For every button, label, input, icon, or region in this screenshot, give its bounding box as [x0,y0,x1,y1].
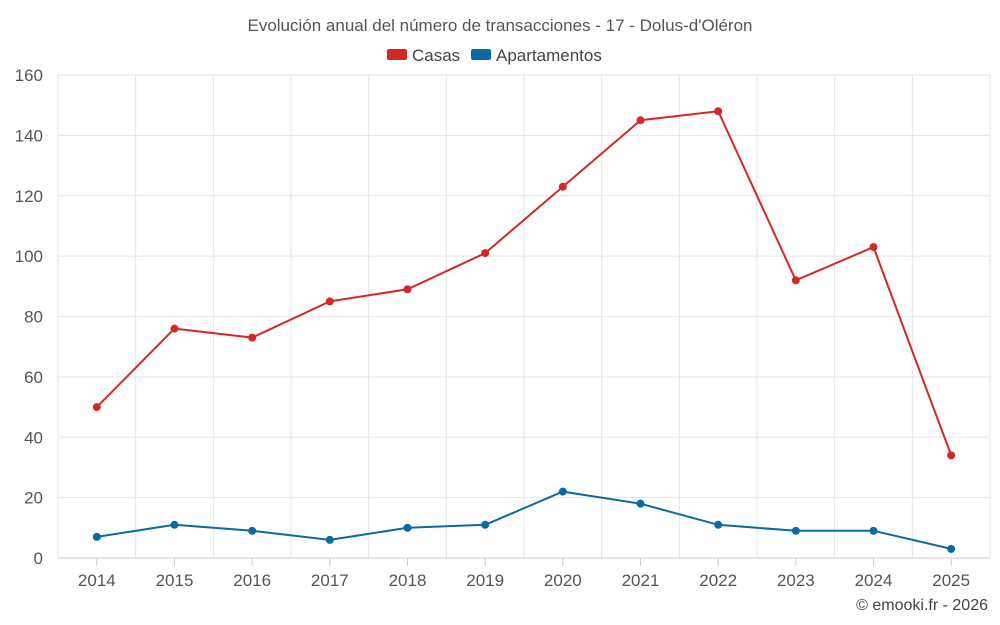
x-tick-label: 2016 [233,571,271,590]
y-tick-label: 100 [15,247,43,266]
x-tick-label: 2023 [777,571,815,590]
y-tick-label: 160 [15,66,43,85]
chart-title: Evolución anual del número de transaccio… [247,16,752,35]
x-tick-label: 2021 [622,571,660,590]
x-tick-label: 2022 [699,571,737,590]
data-point-apartamentos[interactable] [248,526,257,535]
data-point-casas[interactable] [92,403,101,412]
data-point-apartamentos[interactable] [92,532,101,541]
data-point-casas[interactable] [869,243,878,252]
y-tick-label: 20 [24,489,43,508]
data-point-casas[interactable] [481,249,490,258]
y-tick-label: 0 [34,549,43,568]
data-point-apartamentos[interactable] [869,526,878,535]
x-tick-label: 2015 [156,571,194,590]
legend-label-apartamentos: Apartamentos [496,46,602,65]
y-tick-label: 40 [24,428,43,447]
x-tick-label: 2024 [855,571,893,590]
data-point-apartamentos[interactable] [325,535,334,544]
series-line-casas [96,110,953,456]
x-axis: 2014 2015 2016 2017 2018 2019 2020 2021 2022 2023… [58,557,990,590]
x-tick-label: 2019 [466,571,504,590]
data-point-casas[interactable] [714,107,723,116]
legend-label-casas: Casas [412,46,460,65]
credit-text: © emooki.fr - 2026 [856,597,988,614]
x-tick-label: 2018 [389,571,427,590]
legend-swatch-casas [387,49,407,60]
data-point-apartamentos[interactable] [558,487,567,496]
data-point-casas[interactable] [170,324,179,333]
x-tick-label: 2020 [544,571,582,590]
data-point-casas[interactable] [403,285,412,294]
x-tick-label: 2025 [932,571,970,590]
data-point-casas[interactable] [248,333,257,342]
y-axis: 0 20 40 60 80 100 120 140 160 [15,66,43,568]
data-point-casas[interactable] [791,276,800,285]
series [92,107,956,553]
data-point-apartamentos[interactable] [714,520,723,529]
y-tick-label: 80 [24,308,43,327]
y-tick-label: 60 [24,368,43,387]
x-tick-label: 2014 [78,571,116,590]
y-tick-label: 140 [15,126,43,145]
data-point-apartamentos[interactable] [481,520,490,529]
legend: Casas Apartamentos [387,46,602,65]
data-point-casas[interactable] [325,297,334,306]
x-tick-label: 2017 [311,571,349,590]
legend-item-casas[interactable]: Casas [387,46,460,65]
data-point-apartamentos[interactable] [170,520,179,529]
data-point-casas[interactable] [558,182,567,191]
data-point-apartamentos[interactable] [947,544,956,553]
data-point-casas[interactable] [636,116,645,125]
data-point-apartamentos[interactable] [791,526,800,535]
data-point-apartamentos[interactable] [636,499,645,508]
legend-item-apartamentos[interactable]: Apartamentos [471,46,602,65]
data-point-casas[interactable] [947,451,956,460]
data-point-apartamentos[interactable] [403,523,412,532]
grid [57,74,991,559]
series-line-apartamentos [96,490,952,550]
legend-swatch-apartamentos [471,49,491,60]
y-tick-label: 120 [15,187,43,206]
